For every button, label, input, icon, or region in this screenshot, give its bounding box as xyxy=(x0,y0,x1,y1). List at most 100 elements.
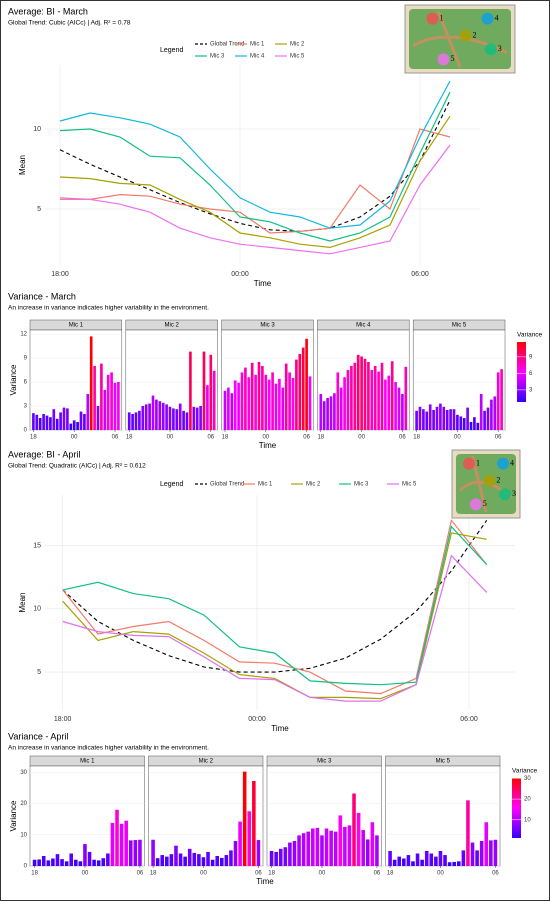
bar xyxy=(456,861,461,866)
bar xyxy=(185,412,189,430)
bar xyxy=(83,414,86,430)
bar xyxy=(496,372,500,430)
y-tick-label: 20 xyxy=(20,801,27,807)
map-marker-label: 5 xyxy=(483,499,487,508)
bar xyxy=(252,781,256,866)
bar xyxy=(420,859,424,866)
bar xyxy=(96,860,101,866)
bar xyxy=(117,382,120,430)
bar xyxy=(424,851,429,866)
legend-label: Global Trend xyxy=(210,482,244,488)
x-tick-label: 00:00 xyxy=(231,271,249,278)
series-line xyxy=(59,115,451,249)
bar xyxy=(165,856,169,866)
bar xyxy=(278,848,283,866)
bar xyxy=(324,828,329,866)
bar xyxy=(233,380,237,430)
bar xyxy=(456,414,459,430)
bar xyxy=(183,856,187,866)
bar xyxy=(219,857,224,866)
y-axis-label: Variance xyxy=(9,364,18,396)
bar xyxy=(69,423,73,430)
bar xyxy=(365,839,370,866)
bar xyxy=(161,402,165,430)
map-marker xyxy=(463,457,475,470)
bar xyxy=(353,362,357,430)
bar xyxy=(336,372,340,430)
bar xyxy=(169,854,174,866)
bar xyxy=(397,387,401,430)
bar xyxy=(311,828,315,866)
facet-label: Mic 3 xyxy=(260,323,275,329)
bar xyxy=(189,351,192,430)
legend-label: Mic 3 xyxy=(354,482,369,488)
bar xyxy=(432,410,435,430)
bar xyxy=(86,394,90,430)
bar xyxy=(500,369,503,430)
bar xyxy=(329,830,333,866)
bar xyxy=(215,856,219,866)
bar xyxy=(52,409,56,430)
x-tick-label: 06 xyxy=(495,435,502,441)
bar xyxy=(69,853,74,866)
x-tick-label: 18 xyxy=(222,435,229,441)
bar xyxy=(390,361,394,430)
x-tick-label: 00 xyxy=(71,435,78,441)
x-tick-label: 18 xyxy=(268,871,275,877)
map-marker xyxy=(481,12,494,25)
y-tick-label: 0 xyxy=(24,428,28,434)
legend-label: Mic 3 xyxy=(210,54,225,60)
x-tick-label: 06 xyxy=(255,871,262,877)
x-axis-label: Time xyxy=(256,877,274,886)
legend-label: Mic 1 xyxy=(250,42,265,48)
map-marker-label: 1 xyxy=(440,13,444,22)
bar xyxy=(404,366,408,430)
map-marker-label: 4 xyxy=(495,13,499,22)
bar xyxy=(66,408,69,430)
bar xyxy=(133,840,138,866)
bar xyxy=(394,382,397,430)
x-tick-label: 18:00 xyxy=(54,716,72,723)
bar xyxy=(484,822,489,866)
x-tick-label: 18 xyxy=(317,435,324,441)
bar xyxy=(461,850,466,866)
x-tick-label: 06:00 xyxy=(411,271,429,278)
x-tick-label: 00 xyxy=(319,871,326,877)
bar xyxy=(62,407,66,430)
bar xyxy=(462,418,466,430)
bar xyxy=(292,841,297,866)
chart-title: Average: BI - March xyxy=(8,6,88,16)
bar xyxy=(476,422,480,430)
bar xyxy=(212,370,216,430)
bar xyxy=(301,833,306,866)
chart-subtitle: Global Trend: Cubic (AICc) | Adj. R² = 0… xyxy=(8,20,131,27)
bar xyxy=(350,366,353,430)
x-tick-label: 18 xyxy=(387,871,394,877)
bar xyxy=(155,399,158,430)
bar xyxy=(175,409,179,430)
bar xyxy=(356,354,360,430)
bar xyxy=(74,859,78,866)
bar xyxy=(79,411,83,430)
x-axis-label: Time xyxy=(271,724,289,733)
bar xyxy=(195,407,199,430)
facet-label: Mic 5 xyxy=(436,759,451,765)
map-marker xyxy=(437,53,450,66)
bar xyxy=(377,371,380,430)
bar xyxy=(178,403,182,430)
map-marker xyxy=(483,474,496,487)
x-axis-label: Time xyxy=(254,279,272,288)
bar xyxy=(466,407,469,430)
facet-label: Mic 5 xyxy=(452,323,467,329)
bar xyxy=(127,412,131,430)
legend-label: Mic 5 xyxy=(402,482,417,488)
bar xyxy=(160,855,165,866)
x-tick-label: 06 xyxy=(374,871,381,877)
bar xyxy=(434,856,438,866)
map-marker xyxy=(497,457,509,470)
colorbar-tick-label: 9 xyxy=(529,354,533,360)
bar xyxy=(291,378,295,430)
bar xyxy=(158,401,162,430)
x-tick-label: 18:00 xyxy=(51,271,69,278)
